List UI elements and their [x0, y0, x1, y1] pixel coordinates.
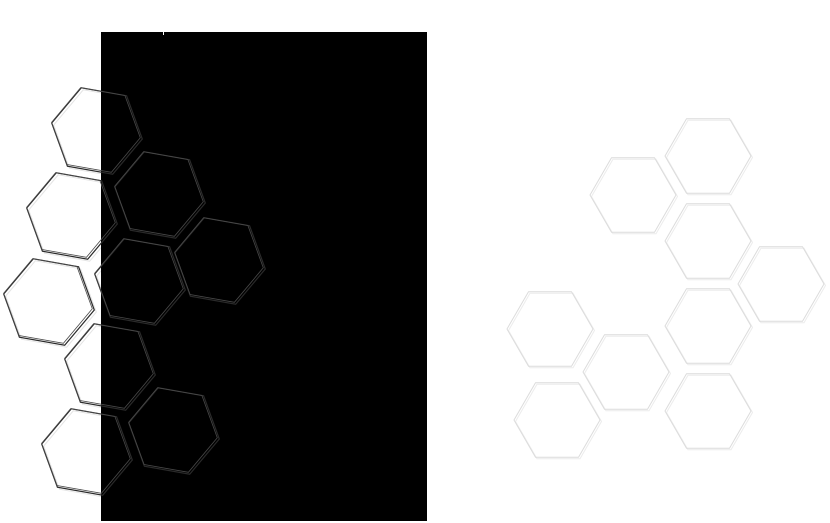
hexagon-outline-shadow: [665, 204, 754, 281]
hexagon-outline-highlight: [26, 172, 116, 258]
hexagon-outline-shadow: [514, 383, 603, 460]
hexagon-outline-shadow: [738, 247, 827, 324]
hexagon-outline-shadow: [590, 158, 679, 235]
hexagon-outline-shadow: [583, 335, 672, 412]
hexagon-outline-shadow: [5, 260, 97, 348]
hexagon-outline-shadow: [665, 119, 754, 196]
hexagon-outline: [589, 157, 677, 233]
hexagon-outline: [664, 288, 752, 364]
hexagon-outline-highlight: [114, 151, 204, 237]
hexagon-outline-highlight: [128, 387, 218, 473]
hexagon-outline-highlight: [174, 217, 264, 303]
hexagon-outline: [664, 203, 752, 279]
left-hexagon-cluster-dark: [3, 87, 266, 496]
hexagon-outline-shadow: [507, 292, 596, 369]
hexagon-outline: [513, 382, 601, 458]
hexagon-outline: [664, 118, 752, 194]
hexagon-outline-highlight: [94, 238, 184, 324]
hexagon-outline-highlight: [51, 87, 141, 173]
hexagon-outline: [664, 373, 752, 449]
hexagon-outline-shadow: [665, 374, 754, 451]
hexagon-outline: [506, 291, 594, 367]
hexagon-outline-highlight: [64, 323, 154, 409]
hexagon-outline-highlight: [3, 258, 93, 344]
hexagon-outline: [737, 246, 825, 322]
panel-top-tick: [163, 30, 164, 35]
hexagon-outline-shadow: [665, 289, 754, 366]
hexagon-outline-highlight: [41, 408, 131, 494]
black-panel: [101, 32, 427, 521]
right-hexagon-cluster: [506, 118, 827, 460]
hexagon-outline: [582, 334, 670, 410]
